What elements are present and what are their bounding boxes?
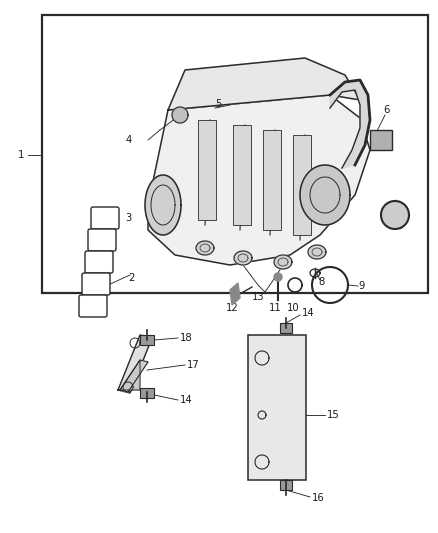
Polygon shape	[274, 273, 282, 281]
Polygon shape	[145, 175, 181, 235]
Text: 7: 7	[398, 221, 404, 231]
Polygon shape	[172, 107, 188, 123]
FancyBboxPatch shape	[91, 207, 119, 229]
Bar	[248, 335, 306, 480]
Text: 8: 8	[318, 277, 324, 287]
Polygon shape	[381, 201, 409, 229]
Bar	[293, 135, 311, 235]
Text: 17: 17	[187, 360, 200, 370]
Bar	[263, 130, 281, 230]
Text: 18: 18	[180, 333, 193, 343]
Text: 1: 1	[18, 150, 25, 160]
Text: 5: 5	[215, 99, 221, 109]
Text: 12: 12	[226, 303, 238, 313]
FancyBboxPatch shape	[85, 251, 113, 273]
Text: 13: 13	[252, 292, 264, 302]
Text: 3: 3	[126, 213, 132, 223]
Polygon shape	[300, 165, 350, 225]
Text: 10: 10	[287, 303, 299, 313]
Bar	[370, 130, 392, 150]
Text: 11: 11	[268, 303, 281, 313]
Polygon shape	[274, 255, 292, 269]
FancyBboxPatch shape	[88, 229, 116, 251]
Polygon shape	[330, 80, 370, 168]
Polygon shape	[168, 58, 360, 110]
Bar	[280, 480, 292, 490]
Bar	[233, 125, 251, 225]
Polygon shape	[230, 283, 240, 305]
Bar	[140, 335, 154, 345]
Text: 4: 4	[126, 135, 132, 145]
Bar	[42, 15, 428, 293]
Text: 16: 16	[312, 493, 325, 503]
Polygon shape	[120, 360, 140, 390]
FancyBboxPatch shape	[79, 295, 107, 317]
Polygon shape	[234, 251, 252, 265]
Polygon shape	[196, 241, 214, 255]
Text: 14: 14	[302, 308, 314, 318]
Polygon shape	[308, 245, 326, 259]
Polygon shape	[148, 95, 370, 265]
Bar	[198, 120, 216, 220]
Text: 9: 9	[358, 281, 364, 291]
FancyBboxPatch shape	[82, 273, 110, 295]
Bar	[280, 323, 292, 333]
Bar	[140, 388, 154, 398]
Text: 6: 6	[383, 105, 389, 115]
Text: 15: 15	[327, 410, 340, 420]
Polygon shape	[120, 360, 148, 392]
Text: 14: 14	[180, 395, 193, 405]
Text: 2: 2	[128, 273, 134, 283]
Polygon shape	[118, 335, 152, 393]
